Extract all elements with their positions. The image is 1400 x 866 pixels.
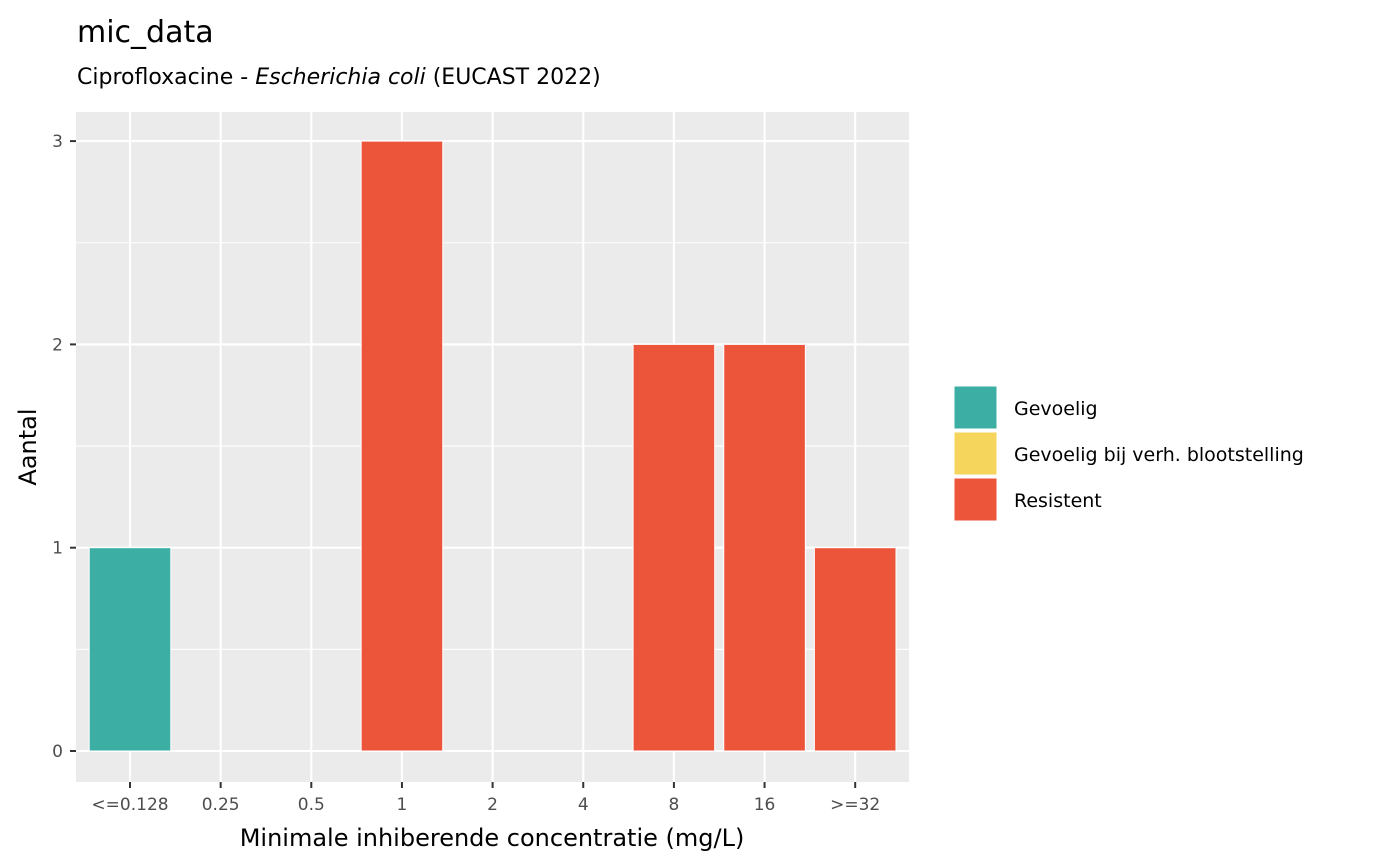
legend-key	[953, 431, 998, 476]
bars	[88, 140, 897, 752]
x-tick-label: 0.25	[202, 795, 240, 815]
legend-label: Gevoelig bij verh. blootstelling	[1014, 444, 1304, 466]
x-tick-label: 8	[668, 795, 679, 815]
bar	[632, 343, 716, 752]
subtitle-prefix: Ciprofloxacine -	[77, 65, 255, 90]
subtitle-organism: Escherichia coli	[255, 65, 426, 90]
bar	[360, 140, 444, 752]
x-tick-label: 0.5	[298, 795, 325, 815]
legend-label: Gevoelig	[1014, 398, 1098, 420]
y-tick-label: 2	[52, 335, 63, 355]
x-tick-label: 2	[487, 795, 498, 815]
x-tick-label: 16	[754, 795, 776, 815]
x-tick-label: 4	[578, 795, 589, 815]
bar	[813, 547, 897, 752]
x-tick-label: >=32	[830, 795, 880, 815]
bar	[88, 547, 172, 752]
x-tick-label: <=0.128	[91, 795, 168, 815]
legend: Gevoelig Gevoelig bij verh. blootstelling…	[953, 385, 1304, 522]
y-axis-title: Aantal	[14, 408, 42, 485]
legend-key	[953, 477, 998, 522]
chart-subtitle: Ciprofloxacine - Escherichia coli (EUCAS…	[77, 65, 601, 90]
legend-key	[953, 385, 998, 430]
chart-title: mic_data	[77, 15, 214, 50]
y-tick-label: 3	[52, 132, 63, 152]
x-axis-ticks: <=0.128 0.25 0.5 1 2 4 8 16 >=32	[91, 782, 880, 815]
bar	[723, 343, 806, 752]
legend-label: Resistent	[1014, 490, 1102, 512]
y-tick-label: 0	[52, 742, 63, 762]
x-tick-label: 1	[397, 795, 408, 815]
y-axis-ticks: 0 1 2 3	[52, 132, 76, 762]
subtitle-suffix: (EUCAST 2022)	[426, 65, 601, 90]
y-tick-label: 1	[52, 539, 63, 559]
x-axis-title: Minimale inhiberende concentratie (mg/L)	[240, 824, 745, 852]
